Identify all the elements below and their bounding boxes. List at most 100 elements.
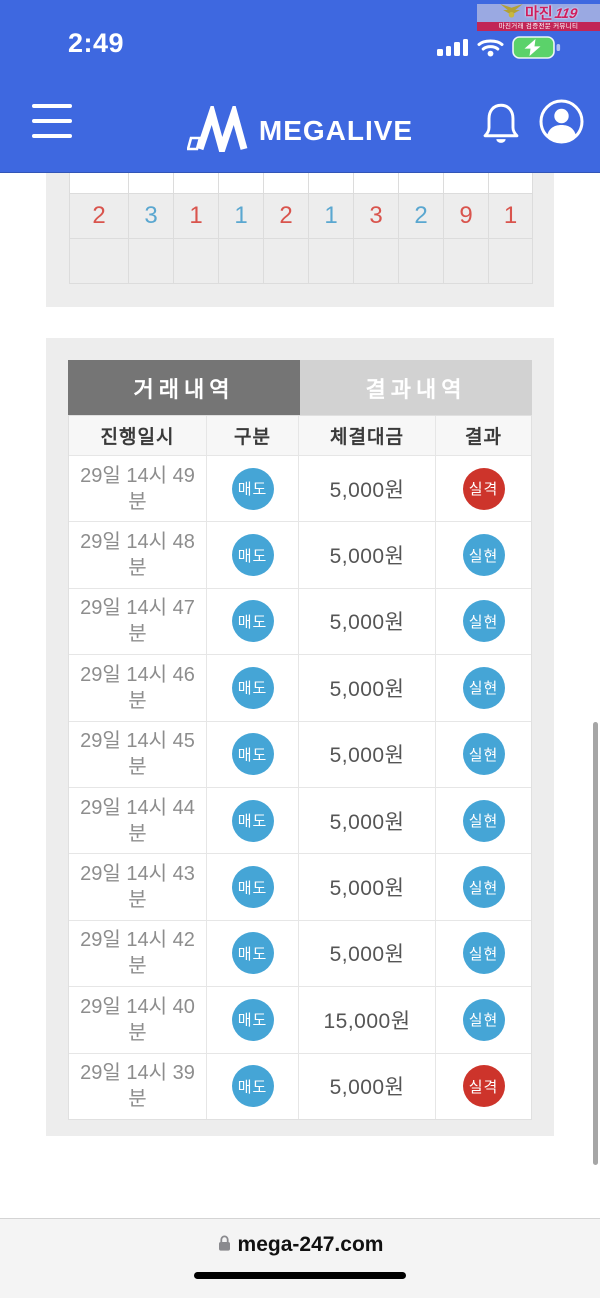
trade-result-cell: 실현 — [436, 722, 531, 787]
trade-type-cell: 매도 — [207, 588, 299, 655]
trade-amount: 5,000원 — [299, 787, 436, 854]
ladder-cell: 2 — [264, 194, 309, 239]
trade-result-badge: 실현 — [462, 666, 505, 709]
trade-result-badge: 실현 — [462, 932, 505, 975]
trade-time: 29일 14시 43 분 — [69, 854, 207, 920]
table-row: 29일 14시 47 분 매도 5,000원 실현 — [69, 588, 531, 656]
tab-result-history[interactable]: 결과내역 — [300, 360, 532, 415]
trade-result-badge: 실현 — [462, 866, 505, 909]
ladder-cell — [70, 239, 129, 284]
trade-amount: 5,000원 — [299, 588, 436, 655]
trade-result-cell: 실격 — [436, 456, 531, 521]
trade-amount: 15,000원 — [299, 987, 436, 1053]
ladder-cell: 1 — [309, 194, 354, 239]
trade-result-cell: 실현 — [436, 589, 531, 654]
trade-amount: 5,000원 — [299, 456, 436, 522]
table-row: 29일 14시 39 분 매도 5,000원 실격 — [69, 1053, 531, 1119]
trade-type-badge: 매도 — [231, 733, 274, 776]
ladder-cell — [264, 173, 309, 194]
watermark-brand-text: 마진 — [525, 4, 553, 22]
trade-result-cell: 실현 — [436, 854, 531, 919]
ladder-cell: 1 — [489, 194, 533, 239]
ladder-cell — [174, 173, 219, 194]
trade-result-badge: 실격 — [462, 1065, 505, 1108]
url-bar[interactable]: mega-247.com — [0, 1233, 600, 1257]
app-header: 2:49 — [0, 0, 600, 173]
ladder-number: 1 — [189, 202, 203, 229]
watermark-brand-number: 119 — [553, 5, 579, 21]
brand-logo[interactable]: MEGALIVE — [0, 90, 600, 172]
ladder-row-top — [70, 173, 533, 194]
profile-button[interactable] — [538, 98, 585, 150]
ladder-cell: 3 — [129, 194, 174, 239]
trade-time: 29일 14시 49 분 — [69, 456, 207, 522]
browser-bar: mega-247.com — [0, 1218, 600, 1298]
trade-time: 29일 14시 46 분 — [69, 655, 207, 721]
hamburger-menu-button[interactable] — [32, 104, 72, 140]
ladder-cell — [174, 239, 219, 284]
ladder-row-bottom — [70, 239, 533, 284]
trade-time: 29일 14시 48 분 — [69, 522, 207, 588]
eagle-emblem-icon — [500, 3, 523, 23]
table-body: 29일 14시 49 분 매도 5,000원 실격 29일 14시 48 분 — [69, 456, 531, 1119]
trade-time: 29일 14시 44 분 — [69, 787, 207, 854]
trade-result-badge: 실현 — [462, 998, 505, 1041]
url-text: mega-247.com — [237, 1233, 384, 1256]
trade-result-cell: 실격 — [436, 1054, 531, 1119]
trade-type-cell: 매도 — [207, 655, 299, 721]
trade-result-badge: 실격 — [462, 467, 505, 510]
trade-type-badge: 매도 — [231, 534, 274, 577]
trade-time: 29일 14시 47 분 — [69, 588, 207, 655]
notification-bell-button[interactable] — [481, 99, 521, 154]
table-row: 29일 14시 42 분 매도 5,000원 실현 — [69, 920, 531, 988]
table-row: 29일 14시 45 분 매도 5,000원 실현 — [69, 721, 531, 788]
ladder-cell — [129, 173, 174, 194]
header-datetime: 진행일시 — [69, 416, 207, 455]
home-indicator[interactable] — [194, 1272, 406, 1279]
watermark-tagline: 마진거래 검증전문 커뮤니티 — [477, 22, 600, 31]
header-amount: 체결대금 — [299, 416, 436, 455]
trade-type-badge: 매도 — [231, 1065, 274, 1108]
trade-amount: 5,000원 — [299, 522, 436, 588]
ladder-number: 1 — [324, 202, 338, 229]
trade-type-cell: 매도 — [207, 721, 299, 787]
trade-result-cell: 실현 — [436, 921, 531, 986]
trade-result-cell: 실현 — [436, 522, 531, 587]
ladder-number: 3 — [144, 202, 158, 229]
ladder-number: 2 — [279, 202, 293, 229]
trade-type-cell: 매도 — [207, 787, 299, 854]
table-row: 29일 14시 43 분 매도 5,000원 실현 — [69, 854, 531, 921]
table-row: 29일 14시 44 분 매도 5,000원 실현 — [69, 787, 531, 855]
trade-amount: 5,000원 — [299, 721, 436, 787]
trade-type-badge: 매도 — [231, 799, 274, 842]
trade-amount: 5,000원 — [299, 854, 436, 920]
ladder-cell: 2 — [70, 194, 129, 239]
ladder-cell — [399, 239, 444, 284]
trade-result-badge: 실현 — [462, 733, 505, 776]
trade-type-cell: 매도 — [207, 987, 299, 1053]
table-row: 29일 14시 48 분 매도 5,000원 실현 — [69, 522, 531, 589]
scrollbar[interactable] — [593, 722, 598, 1165]
trade-time: 29일 14시 40 분 — [69, 987, 207, 1053]
ladder-cell — [354, 173, 399, 194]
trade-result-cell: 실현 — [436, 655, 531, 720]
ladder-cell — [489, 239, 533, 284]
ladder-cell: 1 — [219, 194, 264, 239]
ladder-cell — [444, 239, 489, 284]
trade-time: 29일 14시 45 분 — [69, 721, 207, 787]
ladder-number: 2 — [92, 202, 106, 229]
trade-type-badge: 매도 — [231, 866, 274, 909]
ladder-cell — [309, 239, 354, 284]
tab-trade-history[interactable]: 거래내역 — [68, 360, 300, 415]
trade-type-cell: 매도 — [207, 522, 299, 588]
battery-charging-icon — [512, 36, 562, 64]
table-row: 29일 14시 46 분 매도 5,000원 실현 — [69, 655, 531, 722]
trade-type-badge: 매도 — [231, 998, 274, 1041]
history-card: 거래내역 결과내역 진행일시 구분 체결대금 결과 29일 14시 49 분 — [46, 338, 554, 1136]
ladder-number: 1 — [503, 202, 518, 229]
ladder-cell — [444, 173, 489, 194]
ladder-card: 2 3 1 1 2 — [46, 173, 554, 307]
trade-type-badge: 매도 — [231, 666, 274, 709]
ladder-row-numbers: 2 3 1 1 2 — [70, 194, 533, 239]
trade-table: 진행일시 구분 체결대금 결과 29일 14시 49 분 매도 5,000원 — [68, 415, 532, 1120]
